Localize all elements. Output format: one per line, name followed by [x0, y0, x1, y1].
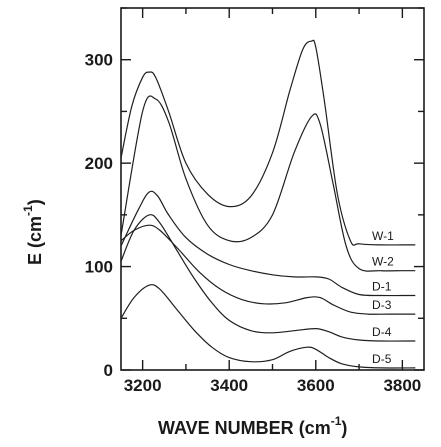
series-line-d-4: [120, 214, 416, 342]
series-line-w-1: [120, 39, 416, 246]
y-tick-label: 0: [104, 361, 113, 380]
x-tick-label: 3600: [297, 376, 335, 395]
series-line-d-3: [120, 224, 416, 315]
x-axis-title: WAVE NUMBER (cm-1): [158, 414, 347, 438]
series-label-d-5: D-5: [372, 352, 392, 366]
x-tick-label: 3200: [124, 376, 162, 395]
series-label-d-3: D-3: [372, 298, 392, 312]
series-label-w-1: W-1: [372, 229, 394, 243]
series-label-d-1: D-1: [372, 280, 392, 294]
series-labels: W-1 W-2 D-1 D-3 D-4 D-5: [372, 229, 394, 366]
series-line-w-2: [120, 95, 416, 272]
plot-frame: [120, 7, 425, 371]
series-line-d-1: [120, 190, 416, 297]
x-tick-label: 3400: [210, 376, 248, 395]
series-curves: [120, 39, 416, 369]
y-tick-label: 300: [85, 51, 113, 70]
y-tick-label: 200: [85, 154, 113, 173]
series-label-w-2: W-2: [372, 255, 394, 269]
x-tick-label: 3800: [383, 376, 421, 395]
y-axis-title: E (cm-1): [21, 199, 45, 265]
series-line-d-5: [120, 284, 416, 369]
series-label-d-4: D-4: [372, 325, 392, 339]
axis-ticks: [121, 7, 424, 371]
y-tick-label: 100: [85, 258, 113, 277]
tick-labels: 3200 3400 3600 3800 0 100 200 300: [85, 51, 422, 395]
